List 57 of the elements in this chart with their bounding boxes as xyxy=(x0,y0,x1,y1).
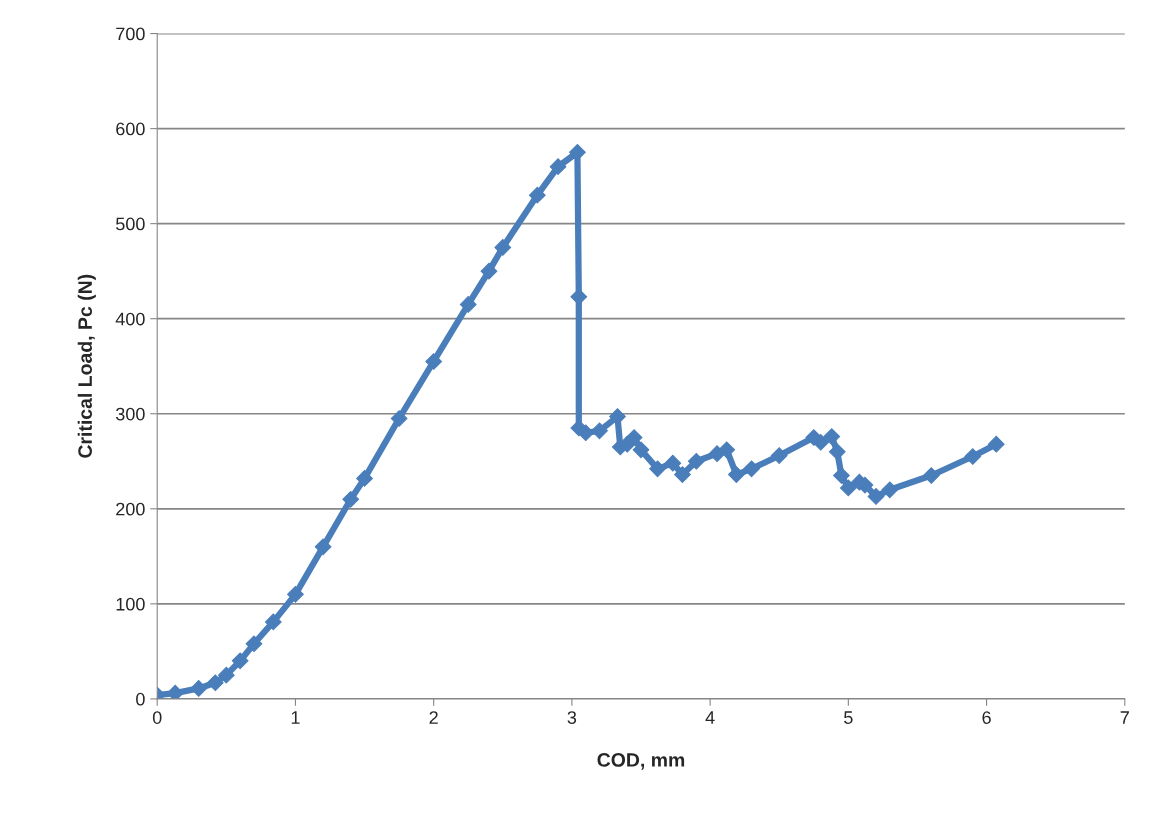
point xyxy=(390,410,408,427)
point xyxy=(342,490,360,508)
point xyxy=(743,460,760,478)
point xyxy=(881,481,899,499)
y-tick-label: 300 xyxy=(115,407,145,421)
point xyxy=(823,428,841,445)
point xyxy=(828,443,846,461)
point xyxy=(922,467,940,484)
x-tick-label: 1 xyxy=(291,711,300,724)
point xyxy=(687,452,705,470)
y-tick-label: 500 xyxy=(116,217,145,231)
point xyxy=(206,674,224,692)
point xyxy=(591,422,608,440)
y-tick-label: 100 xyxy=(116,597,145,611)
point xyxy=(356,470,373,487)
x-tick-label: 0 xyxy=(152,711,162,724)
x-tick-label: 5 xyxy=(844,711,853,724)
point xyxy=(245,635,263,653)
y-tick-label: 700 xyxy=(116,27,145,41)
point xyxy=(287,585,304,603)
y-tick-label: 0 xyxy=(136,692,145,706)
point xyxy=(812,433,830,451)
point xyxy=(718,441,736,459)
point xyxy=(728,466,745,483)
point xyxy=(674,466,691,483)
y-tick-label: 600 xyxy=(116,122,145,136)
point xyxy=(425,353,443,370)
point xyxy=(577,424,595,442)
y-tick-label: 400 xyxy=(115,312,145,326)
point xyxy=(632,441,650,459)
x-tick-label: 7 xyxy=(1120,711,1129,724)
x-axis-title: COD, mm xyxy=(597,753,685,770)
point xyxy=(649,460,666,478)
point xyxy=(987,435,1005,453)
point xyxy=(528,186,546,204)
x-tick-label: 4 xyxy=(705,711,715,724)
point xyxy=(833,467,850,484)
x-tick-label: 3 xyxy=(567,711,577,724)
point xyxy=(217,666,235,684)
y-tick-label: 200 xyxy=(116,502,145,516)
point xyxy=(839,479,857,497)
point xyxy=(964,448,982,465)
point xyxy=(480,262,498,280)
point xyxy=(625,429,643,446)
point xyxy=(664,454,682,472)
point xyxy=(314,538,332,556)
y-axis-title: Critical Load, Pc (N) xyxy=(77,274,96,458)
point xyxy=(867,488,885,505)
point xyxy=(459,296,477,313)
point xyxy=(549,158,567,175)
x-tick-label: 6 xyxy=(982,711,991,724)
point xyxy=(190,680,208,697)
point xyxy=(494,239,512,256)
point xyxy=(231,652,249,670)
point xyxy=(770,447,788,464)
point xyxy=(264,613,282,631)
x-tick-label: 2 xyxy=(429,711,438,724)
